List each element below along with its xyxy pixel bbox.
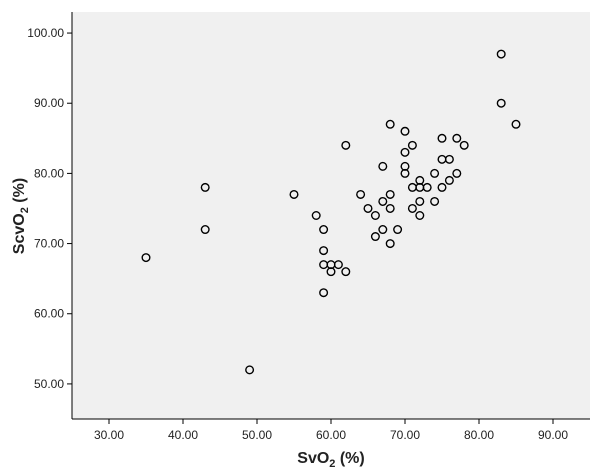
data-point xyxy=(415,196,425,206)
data-point xyxy=(511,119,521,129)
x-tick-label: 90.00 xyxy=(538,428,568,442)
x-tick-label: 70.00 xyxy=(390,428,420,442)
data-point xyxy=(200,182,210,192)
data-point xyxy=(311,210,321,220)
x-tick-label: 40.00 xyxy=(168,428,198,442)
y-axis-title: ScvO2 (%) xyxy=(11,178,31,254)
data-point xyxy=(319,246,329,256)
y-tick-label: 60.00 xyxy=(34,307,64,321)
data-point xyxy=(363,203,373,213)
data-point xyxy=(378,225,388,235)
plot-area xyxy=(72,12,590,419)
data-point xyxy=(444,175,454,185)
data-point xyxy=(407,140,417,150)
data-point xyxy=(400,147,410,157)
x-tick-label: 50.00 xyxy=(242,428,272,442)
data-point xyxy=(333,260,343,270)
data-point xyxy=(378,196,388,206)
data-point xyxy=(430,168,440,178)
data-point xyxy=(496,49,506,59)
data-point xyxy=(341,140,351,150)
y-axis-ticks: 50.00 60.00 70.00 80.00 90.00 100.00 xyxy=(27,26,72,391)
data-point xyxy=(341,267,351,277)
data-points xyxy=(141,49,521,375)
data-point xyxy=(370,232,380,242)
data-point xyxy=(385,189,395,199)
data-point xyxy=(141,253,151,263)
data-point xyxy=(452,168,462,178)
data-point xyxy=(319,225,329,235)
data-point xyxy=(378,161,388,171)
data-point xyxy=(496,98,506,108)
x-tick-label: 80.00 xyxy=(464,428,494,442)
y-tick-label: 90.00 xyxy=(34,96,64,110)
data-point xyxy=(385,119,395,129)
y-tick-label: 50.00 xyxy=(34,377,64,391)
x-axis-title: SvO2 (%) xyxy=(297,450,364,470)
y-tick-label: 80.00 xyxy=(34,166,64,180)
data-point xyxy=(400,126,410,136)
x-tick-label: 60.00 xyxy=(316,428,346,442)
data-point xyxy=(245,365,255,375)
data-point xyxy=(459,140,469,150)
data-point xyxy=(452,133,462,143)
y-tick-label: 70.00 xyxy=(34,237,64,251)
data-point xyxy=(430,196,440,206)
data-point xyxy=(437,182,447,192)
data-point xyxy=(400,168,410,178)
data-point xyxy=(319,288,329,298)
data-point xyxy=(444,154,454,164)
data-point xyxy=(385,203,395,213)
data-point xyxy=(370,210,380,220)
x-axis-ticks: 30.00 40.00 50.00 60.00 70.00 80.00 90.00 xyxy=(94,419,568,442)
data-point xyxy=(422,182,432,192)
data-point xyxy=(385,239,395,249)
y-tick-label: 100.00 xyxy=(27,26,64,40)
data-point xyxy=(289,189,299,199)
x-tick-label: 30.00 xyxy=(94,428,124,442)
data-point xyxy=(200,225,210,235)
data-point xyxy=(356,189,366,199)
data-point xyxy=(326,267,336,277)
data-point xyxy=(393,225,403,235)
data-point xyxy=(407,203,417,213)
data-point xyxy=(437,133,447,143)
data-point xyxy=(415,210,425,220)
